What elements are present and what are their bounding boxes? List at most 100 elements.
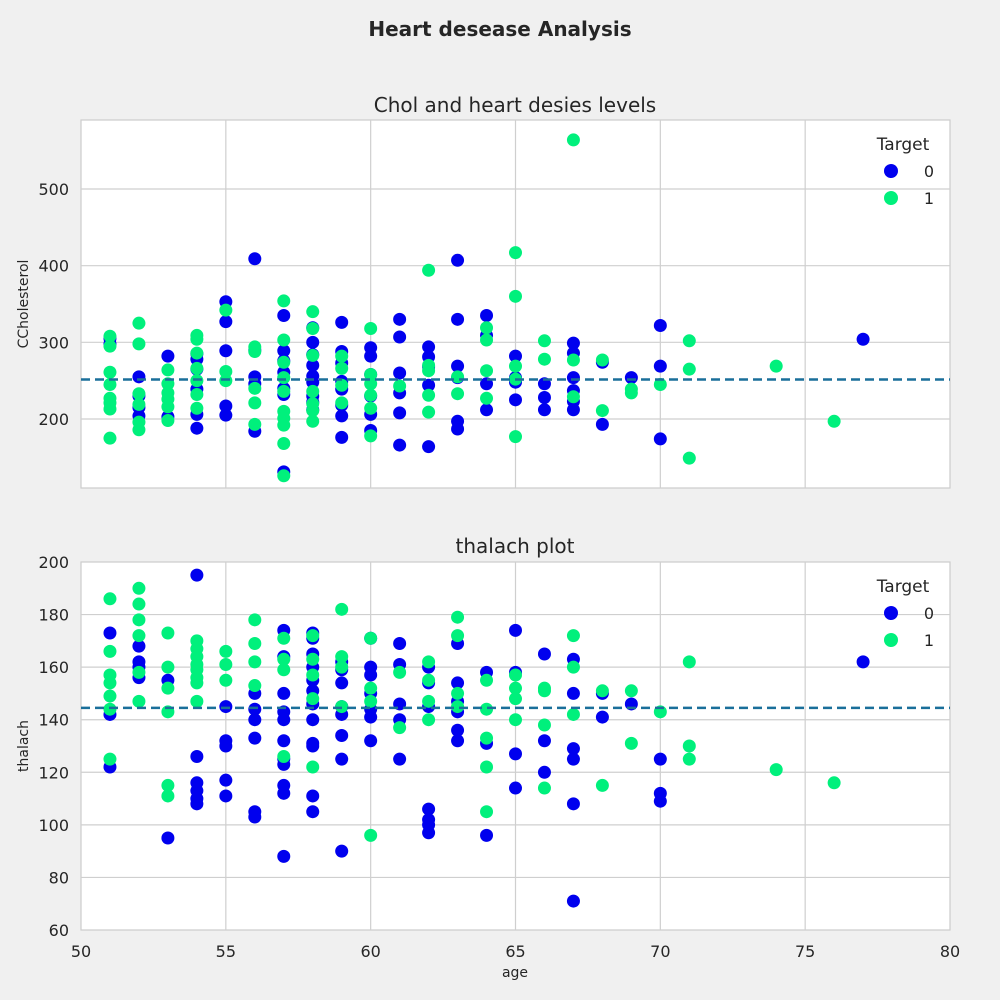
thalach-point-target-1 <box>682 739 696 753</box>
thalach-point-target-1 <box>364 828 378 842</box>
chol-point-target-1 <box>566 390 580 404</box>
figure-suptitle: Heart desease Analysis <box>368 17 631 41</box>
thalach-point-target-0 <box>566 894 580 908</box>
thalach-ytick-label: 60 <box>49 921 69 940</box>
chol-point-target-1 <box>190 332 204 346</box>
thalach-point-target-0 <box>393 636 407 650</box>
chol-point-target-1 <box>566 133 580 147</box>
thalach-point-target-1 <box>306 692 320 706</box>
thalach-point-target-1 <box>335 650 349 664</box>
chol-point-target-0 <box>219 344 233 358</box>
thalach-point-target-1 <box>682 655 696 669</box>
thalach-point-target-0 <box>566 742 580 756</box>
chol-point-target-1 <box>566 353 580 367</box>
chol-point-target-1 <box>132 423 146 437</box>
thalach-point-target-0 <box>537 647 551 661</box>
thalach-point-target-1 <box>277 652 291 666</box>
chol-point-target-1 <box>190 387 204 401</box>
thalach-panel-legend: Target 0 1 <box>876 577 934 650</box>
chol-point-target-0 <box>422 378 436 392</box>
thalach-point-target-0 <box>335 844 349 858</box>
chol-ytick-label: 500 <box>38 180 69 199</box>
chol-point-target-0 <box>335 409 349 423</box>
chol-point-target-1 <box>103 402 117 416</box>
chol-point-target-1 <box>537 352 551 366</box>
thalach-point-target-1 <box>480 760 494 774</box>
thalach-xtick-label: 65 <box>505 942 525 961</box>
chol-point-target-1 <box>306 414 320 428</box>
thalach-point-target-1 <box>451 700 465 714</box>
chol-point-target-1 <box>827 414 841 428</box>
chol-point-target-1 <box>190 401 204 415</box>
thalach-point-target-1 <box>103 689 117 703</box>
thalach-ytick-label: 160 <box>38 658 69 677</box>
thalach-point-target-1 <box>509 668 522 682</box>
chol-point-target-0 <box>190 421 204 435</box>
thalach-point-target-0 <box>277 734 291 748</box>
thalach-point-target-1 <box>480 805 494 819</box>
thalach-point-target-1 <box>422 694 436 708</box>
thalach-panel-title: thalach plot <box>456 534 575 558</box>
thalach-ytick-label: 80 <box>49 868 69 887</box>
thalach-point-target-1 <box>219 658 233 672</box>
thalach-point-target-1 <box>480 673 494 687</box>
thalach-point-target-1 <box>595 684 609 698</box>
chol-point-target-0 <box>393 330 407 344</box>
thalach-point-target-1 <box>537 781 551 795</box>
thalach-point-target-1 <box>566 707 580 721</box>
thalach-point-target-1 <box>480 702 494 716</box>
thalach-ytick-label: 200 <box>38 553 69 572</box>
thalach-point-target-1 <box>422 655 436 669</box>
thalach-point-target-0 <box>335 752 349 766</box>
chol-point-target-0 <box>306 335 320 349</box>
thalach-xtick-label: 50 <box>71 942 91 961</box>
chol-point-target-0 <box>653 359 667 373</box>
chol-point-target-1 <box>190 346 204 360</box>
chol-point-target-1 <box>537 334 551 348</box>
thalach-ytick-label: 120 <box>38 763 69 782</box>
thalach-point-target-1 <box>422 673 436 687</box>
chol-point-target-1 <box>306 404 320 418</box>
chol-legend-label-0: 0 <box>924 162 934 181</box>
chol-point-target-1 <box>480 391 494 405</box>
thalach-point-target-0 <box>219 789 233 803</box>
chol-points <box>103 133 870 483</box>
thalach-point-target-0 <box>190 797 204 811</box>
chol-point-target-1 <box>277 355 291 369</box>
thalach-point-target-0 <box>509 623 522 637</box>
thalach-point-target-0 <box>190 750 204 764</box>
chol-point-target-0 <box>393 438 407 452</box>
chol-point-target-1 <box>422 405 436 419</box>
thalach-point-target-0 <box>566 752 580 766</box>
thalach-point-target-0 <box>566 797 580 811</box>
thalach-point-target-1 <box>132 629 146 643</box>
thalach-point-target-1 <box>451 610 465 624</box>
chol-point-target-1 <box>306 384 320 398</box>
thalach-point-target-0 <box>480 828 494 842</box>
chol-point-target-1 <box>595 353 609 367</box>
thalach-point-target-1 <box>277 631 291 645</box>
thalach-point-target-1 <box>161 660 175 674</box>
thalach-point-target-0 <box>132 639 146 653</box>
thalach-point-target-1 <box>364 694 378 708</box>
thalach-point-target-1 <box>769 763 783 777</box>
thalach-point-target-1 <box>422 713 436 727</box>
thalach-point-target-1 <box>132 597 146 611</box>
thalach-point-target-0 <box>306 713 320 727</box>
thalach-point-target-1 <box>161 789 175 803</box>
chol-point-target-1 <box>335 396 349 410</box>
thalach-point-target-0 <box>537 734 551 748</box>
thalach-point-target-0 <box>364 710 378 724</box>
chol-legend-label-1: 1 <box>924 189 934 208</box>
thalach-point-target-0 <box>277 686 291 700</box>
chol-point-target-1 <box>103 329 117 343</box>
chol-legend-marker-1 <box>884 191 898 205</box>
chol-point-target-1 <box>219 303 233 317</box>
chol-point-target-1 <box>335 378 349 392</box>
thalach-point-target-0 <box>653 794 667 808</box>
thalach-point-target-1 <box>306 760 320 774</box>
chol-point-target-1 <box>277 437 291 451</box>
chol-point-target-1 <box>509 359 522 373</box>
chol-point-target-1 <box>219 364 233 378</box>
thalach-point-target-1 <box>566 629 580 643</box>
